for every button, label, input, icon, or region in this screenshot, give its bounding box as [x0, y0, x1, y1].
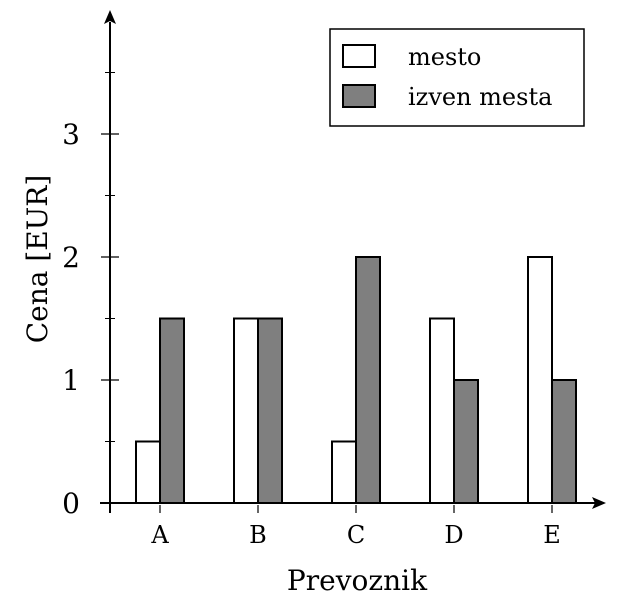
y-tick-label-3: 3 [62, 118, 80, 151]
x-axis-title: Prevoznik [287, 564, 428, 597]
y-tick-label-0: 0 [62, 487, 80, 520]
labels-group: 0 1 2 3 A B C D E [62, 118, 561, 549]
bar-izven-mesta-c [355, 256, 381, 504]
bar-izven-mesta-d [453, 379, 479, 504]
legend-swatch-izven-mesta [342, 84, 376, 108]
bar-mesto-a [135, 440, 161, 504]
y-axis-arrow [104, 10, 116, 24]
legend-label-mesto: mesto [408, 43, 481, 71]
bar-izven-mesta-b [257, 317, 283, 504]
bars-group [135, 256, 577, 504]
x-tick-label-e: E [543, 521, 561, 549]
y-axis-title: Cena [EUR] [21, 175, 54, 344]
legend-label-izven-mesta: izven mesta [408, 83, 552, 111]
bar-izven-mesta-e [551, 379, 577, 504]
legend: mesto izven mesta [329, 28, 585, 127]
legend-swatch-mesto [342, 44, 376, 68]
bar-mesto-d [429, 317, 455, 504]
bar-mesto-b [233, 317, 259, 504]
ticks-group [101, 72, 553, 513]
y-tick-label-1: 1 [62, 364, 80, 397]
x-axis-arrow [592, 497, 606, 509]
y-tick-label-2: 2 [62, 241, 80, 274]
x-tick-label-d: D [444, 521, 463, 549]
x-tick-label-c: C [347, 521, 365, 549]
axes-group [100, 10, 606, 513]
x-tick-label-a: A [150, 521, 169, 549]
bar-mesto-e [527, 256, 553, 504]
x-tick-label-b: B [249, 521, 267, 549]
bar-mesto-c [331, 440, 357, 504]
bar-izven-mesta-a [159, 317, 185, 504]
